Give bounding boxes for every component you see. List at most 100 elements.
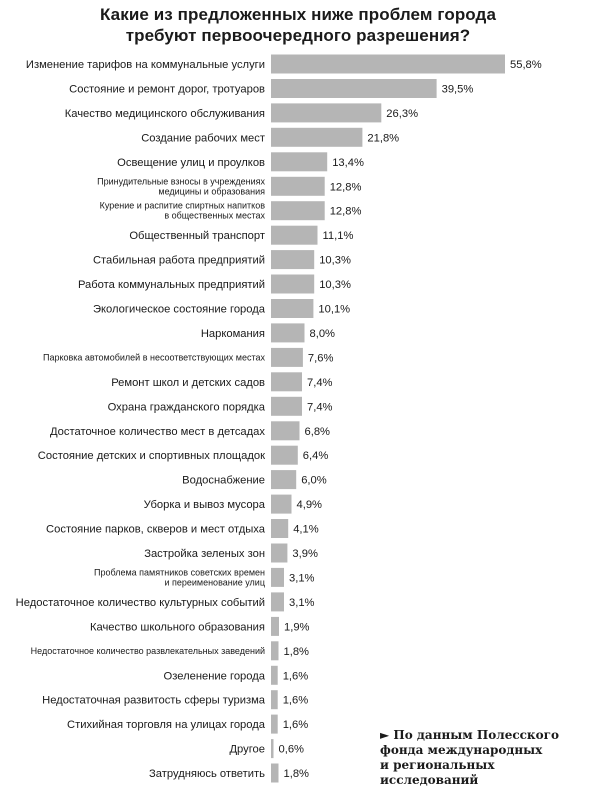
bar bbox=[271, 739, 274, 759]
value-label: 1,9% bbox=[284, 621, 310, 633]
chart-title-line-2: требуют первоочередного разрешения? bbox=[125, 26, 471, 45]
bar bbox=[271, 54, 505, 74]
category-label-line: и переименование улиц bbox=[164, 577, 265, 587]
bar bbox=[271, 299, 314, 318]
category-label: Парковка автомобилей в несоответствующих… bbox=[43, 352, 266, 362]
value-label: 7,6% bbox=[308, 352, 334, 364]
bar bbox=[271, 396, 302, 416]
value-label: 3,1% bbox=[289, 572, 315, 584]
value-label: 4,9% bbox=[297, 499, 323, 511]
bar bbox=[271, 225, 318, 245]
category-label: Качество медицинского обслуживания bbox=[65, 108, 265, 120]
bar bbox=[271, 323, 305, 343]
value-label: 1,6% bbox=[283, 695, 309, 707]
value-label: 0,6% bbox=[279, 744, 305, 756]
value-label: 1,6% bbox=[283, 670, 309, 682]
chart-title: Какие из предложенных ниже проблем город… bbox=[0, 4, 596, 46]
value-label: 12,8% bbox=[330, 181, 362, 193]
category-label: Создание рабочих мест bbox=[141, 132, 265, 144]
category-label: Другое bbox=[229, 744, 265, 756]
value-label: 6,0% bbox=[301, 475, 327, 487]
bar bbox=[271, 127, 363, 147]
value-label: 1,6% bbox=[283, 719, 309, 731]
bar bbox=[271, 201, 325, 221]
value-label: 12,8% bbox=[330, 206, 362, 218]
category-label: Работа коммунальных предприятий bbox=[78, 279, 265, 291]
category-label: Водоснабжение bbox=[182, 475, 265, 487]
category-label: Озеленение города bbox=[164, 670, 266, 682]
bar bbox=[271, 347, 303, 367]
bar bbox=[271, 763, 279, 783]
value-label: 1,8% bbox=[284, 646, 310, 658]
category-label: Недостаточная развитость сферы туризма bbox=[42, 695, 266, 707]
bar bbox=[271, 103, 382, 123]
category-label-line: медицины и образования bbox=[158, 186, 265, 196]
category-label: Наркомания bbox=[201, 328, 265, 340]
category-label: Экологическое состояние города bbox=[93, 304, 266, 316]
bar bbox=[271, 470, 297, 490]
category-label-line: в общественных местах bbox=[164, 211, 265, 221]
bar bbox=[271, 592, 284, 612]
value-label: 10,3% bbox=[319, 279, 351, 291]
category-label: Состояние детских и спортивных площадок bbox=[38, 450, 265, 462]
source-note-line-2: фонда международных bbox=[380, 743, 543, 757]
category-label: Освещение улиц и проулков bbox=[117, 157, 265, 169]
value-label: 3,9% bbox=[292, 548, 318, 560]
category-label: Общественный транспорт bbox=[129, 230, 265, 242]
value-label: 7,4% bbox=[307, 401, 333, 413]
source-note-line-4: исследований bbox=[380, 773, 479, 787]
value-label: 55,8% bbox=[510, 59, 542, 71]
bar bbox=[271, 519, 289, 538]
value-label: 7,4% bbox=[307, 377, 333, 389]
bar bbox=[271, 616, 279, 636]
value-label: 10,1% bbox=[318, 304, 350, 316]
chart-title-line-1: Какие из предложенных ниже проблем город… bbox=[99, 5, 497, 24]
bar bbox=[271, 79, 437, 98]
bar bbox=[271, 445, 298, 465]
source-note-line-1: ► По данным Полесского bbox=[380, 728, 559, 742]
value-label: 21,8% bbox=[367, 132, 399, 144]
category-label-line: Принудительные взносы в учреждениях bbox=[97, 176, 265, 186]
category-label: Состояние парков, скверов и мест отдыха bbox=[46, 524, 266, 536]
bar bbox=[271, 714, 278, 734]
category-label: Изменение тарифов на коммунальные услуги bbox=[26, 59, 265, 71]
value-label: 3,1% bbox=[289, 597, 315, 609]
bar bbox=[271, 152, 328, 172]
category-label-line: Курение и распитие спиртных напитков bbox=[100, 201, 266, 211]
value-label: 26,3% bbox=[386, 108, 418, 120]
category-label: Достаточное количество мест в детсадах bbox=[50, 426, 265, 438]
source-note-line-3: и региональных bbox=[380, 758, 495, 772]
bar bbox=[271, 567, 284, 587]
value-label: 6,4% bbox=[303, 450, 329, 462]
value-label: 4,1% bbox=[293, 524, 319, 536]
category-label: Стабильная работа предприятий bbox=[93, 255, 265, 267]
category-label-line: Проблема памятников советских времен bbox=[94, 567, 265, 577]
bar bbox=[271, 543, 288, 563]
value-label: 8,0% bbox=[310, 328, 336, 340]
value-label: 13,4% bbox=[332, 157, 364, 169]
source-note: ► По данным Полесского фонда международн… bbox=[380, 728, 590, 788]
bar bbox=[271, 372, 302, 392]
bar bbox=[271, 494, 292, 514]
bar bbox=[271, 641, 279, 661]
bar bbox=[271, 665, 278, 685]
category-label: Качество школьного образования bbox=[90, 621, 265, 633]
bar bbox=[271, 690, 278, 710]
value-label: 10,3% bbox=[319, 255, 351, 267]
value-label: 1,8% bbox=[284, 768, 310, 780]
category-label: Затрудняюсь ответить bbox=[149, 768, 265, 780]
bar bbox=[271, 176, 325, 196]
category-label: Ремонт школ и детских садов bbox=[111, 377, 265, 389]
value-label: 6,8% bbox=[305, 426, 331, 438]
bar bbox=[271, 421, 300, 441]
bar bbox=[271, 250, 315, 270]
category-label: Уборка и вывоз мусора bbox=[144, 499, 266, 511]
value-label: 11,1% bbox=[323, 230, 354, 242]
category-label: Застройка зеленых зон bbox=[144, 548, 265, 560]
category-label: Недостаточное количество культурных собы… bbox=[16, 597, 265, 609]
category-label: Охрана гражданского порядка bbox=[108, 401, 266, 413]
bar bbox=[271, 274, 315, 294]
category-label: Стихийная торговля на улицах города bbox=[67, 719, 266, 731]
value-label: 39,5% bbox=[442, 84, 474, 96]
